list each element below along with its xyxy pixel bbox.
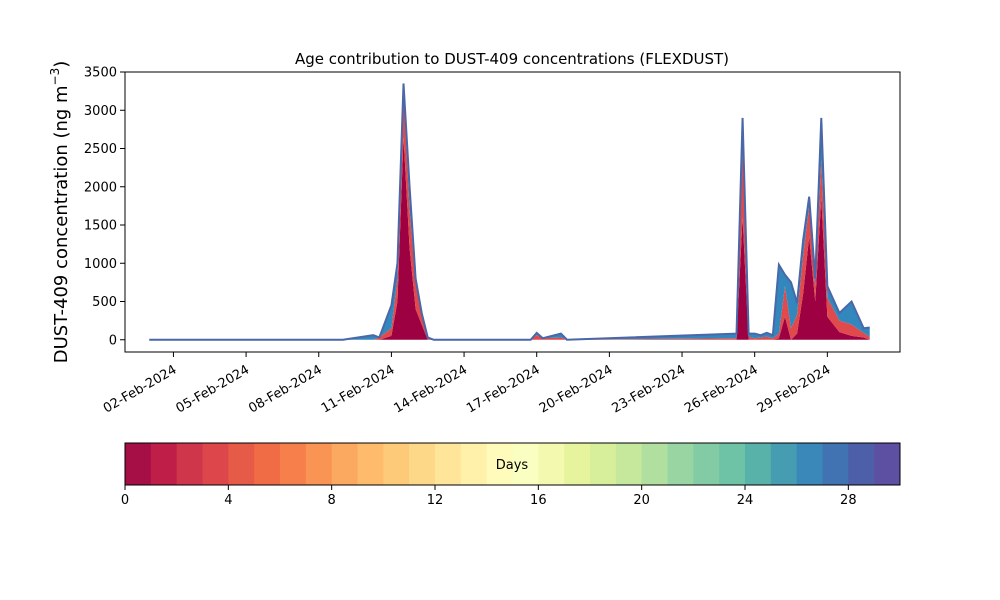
colorbar-segment	[202, 443, 229, 485]
colorbar-segment	[796, 443, 823, 485]
colorbar-segment	[254, 443, 281, 485]
x-tick-label: 20-Feb-2024	[537, 362, 616, 416]
colorbar-tick-label: 16	[530, 493, 547, 508]
colorbar-segment	[409, 443, 436, 485]
colorbar-segment	[460, 443, 488, 485]
colorbar-segment	[848, 443, 875, 485]
series-area-0	[149, 137, 870, 340]
x-tick-label: 17-Feb-2024	[464, 362, 543, 416]
x-tick-label: 05-Feb-2024	[174, 362, 253, 416]
x-tick-label: 14-Feb-2024	[392, 362, 471, 416]
colorbar-segment	[228, 443, 255, 485]
x-tick-label: 26-Feb-2024	[682, 362, 761, 416]
colorbar-segment	[693, 443, 720, 485]
colorbar-segment	[383, 443, 410, 485]
colorbar-tick-label: 8	[328, 493, 336, 508]
series-area-2	[149, 83, 870, 340]
series-layer	[149, 83, 870, 341]
colorbar-segment	[822, 443, 849, 485]
y-axis-label-tail: )	[51, 61, 72, 68]
colorbar-segment	[770, 443, 798, 485]
colorbar-segment	[745, 443, 772, 485]
colorbar-segment	[305, 443, 333, 485]
y-tick-label: 3000	[84, 104, 117, 119]
colorbar-segment	[615, 443, 643, 485]
colorbar-segment	[331, 443, 358, 485]
colorbar-frame	[124, 442, 901, 486]
colorbar-segment	[538, 443, 565, 485]
x-tick-label: 23-Feb-2024	[609, 362, 688, 416]
y-tick-label: 2000	[84, 180, 117, 195]
x-tick-label: 11-Feb-2024	[319, 362, 398, 416]
total-outline	[149, 83, 870, 341]
x-axis: 02-Feb-202405-Feb-202408-Feb-202411-Feb-…	[101, 352, 833, 416]
colorbar-segment	[280, 443, 307, 485]
x-tick-label: 02-Feb-2024	[101, 362, 180, 416]
colorbar-segment	[435, 443, 462, 485]
series-area-1	[149, 91, 870, 340]
colorbar-segment	[150, 443, 178, 485]
colorbar-segment	[874, 443, 901, 485]
x-tick-label: 08-Feb-2024	[246, 362, 325, 416]
y-tick-label: 500	[92, 295, 117, 310]
x-tick-label: 29-Feb-2024	[755, 362, 834, 416]
colorbar	[125, 443, 901, 485]
colorbar-segment	[564, 443, 591, 485]
plot-frame	[124, 71, 901, 353]
colorbar-segment	[667, 443, 694, 485]
y-tick-label: 3500	[84, 66, 117, 81]
y-tick-label: 1000	[84, 257, 117, 272]
colorbar-label: Days	[496, 458, 529, 473]
colorbar-tick-label: 28	[840, 493, 857, 508]
y-axis-label: DUST-409 concentration (ng m−3)	[48, 61, 72, 364]
y-tick-label: 1500	[84, 219, 117, 234]
y-axis-label-superscript: −3	[48, 68, 62, 86]
colorbar-tick-label: 20	[633, 493, 650, 508]
colorbar-tick-label: 24	[737, 493, 754, 508]
y-tick-label: 2500	[84, 142, 117, 157]
colorbar-segment	[176, 443, 203, 485]
colorbar-segment	[125, 443, 152, 485]
colorbar-segment	[512, 443, 539, 485]
chart-title: Age contribution to DUST-409 concentrati…	[295, 50, 729, 68]
y-axis: 0 500 1000 1500 2000 2500 3000 3500	[84, 66, 125, 348]
colorbar-axis: 0 4 8 12 16 20 24 28	[121, 485, 857, 508]
colorbar-segment	[486, 443, 513, 485]
colorbar-tick-label: 4	[224, 493, 232, 508]
colorbar-segment	[357, 443, 384, 485]
y-tick-label: 0	[109, 333, 117, 348]
colorbar-segment	[719, 443, 746, 485]
colorbar-segment	[590, 443, 617, 485]
y-axis-label-main: DUST-409 concentration (ng m	[51, 85, 72, 363]
colorbar-tick-label: 0	[121, 493, 129, 508]
colorbar-tick-label: 12	[427, 493, 444, 508]
colorbar-segment	[641, 443, 668, 485]
